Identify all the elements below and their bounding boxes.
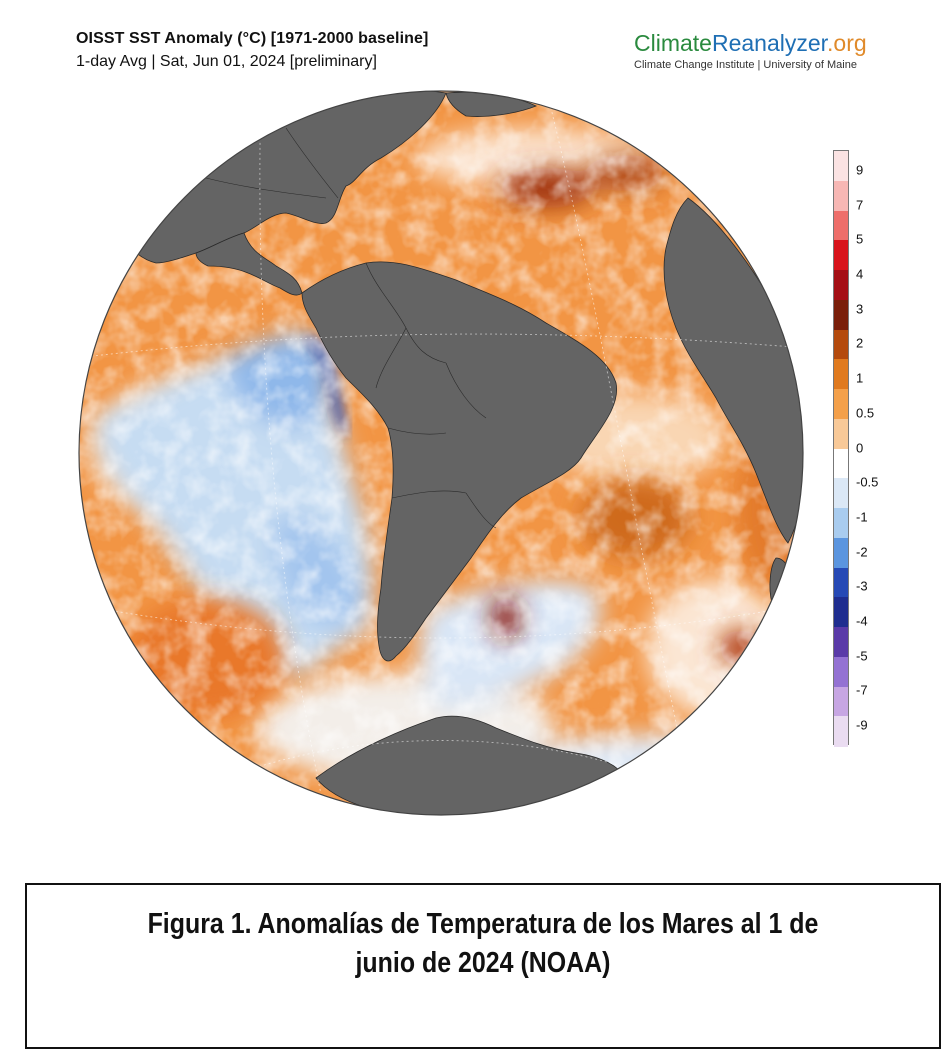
land-masses — [115, 91, 803, 815]
colorbar-segment — [834, 359, 848, 390]
colorbar-segment — [834, 478, 848, 509]
globe-outline — [78, 90, 804, 816]
colorbar-segment — [834, 418, 848, 449]
land-south-america — [301, 261, 618, 662]
colorbar-segment — [834, 567, 848, 598]
colorbar-segment — [834, 210, 848, 241]
colorbar-segment — [834, 299, 848, 330]
colorbar-tick-label: -5 — [856, 648, 868, 664]
land-madagascar — [769, 557, 792, 613]
colorbar-segment — [834, 329, 848, 360]
colorbar-tick-label: -0.5 — [856, 474, 879, 490]
country-borders — [205, 127, 497, 529]
map-title: OISST SST Anomaly (°C) [1971-2000 baseli… — [76, 30, 429, 47]
colorbar-segment — [834, 537, 848, 568]
colorbar-tick-label: -4 — [856, 613, 868, 629]
colorbar-segment — [834, 508, 848, 539]
land-antarctica — [315, 715, 627, 815]
colorbar-segment — [834, 389, 848, 420]
colorbar-segment — [834, 686, 848, 717]
colorbar-tick-labels: 9 7 5 4 3 2 1 0.5 0 -0.5 -1 -2 -3 -4 -5 -7 -9 — [856, 150, 896, 745]
colorbar-tick-label: 3 — [856, 301, 864, 317]
colorbar-segment — [834, 627, 848, 658]
colorbar-tick-label: -9 — [856, 717, 868, 733]
brand-logo-part-org: .org — [827, 30, 867, 56]
graticule — [79, 91, 803, 815]
colorbar-segment — [834, 151, 848, 182]
globe-map — [76, 88, 806, 818]
map-subtitle: 1-day Avg | Sat, Jun 01, 2024 [prelimina… — [76, 53, 377, 70]
figure-caption: Figura 1. Anomalías de Temperatura de lo… — [147, 908, 819, 979]
brand-tagline: Climate Change Institute | University of… — [634, 59, 857, 71]
colorbar-tick-label: 5 — [856, 231, 864, 247]
colorbar-tick-label: 2 — [856, 335, 864, 351]
colorbar-tick-label: 4 — [856, 266, 864, 282]
globe-svg — [78, 90, 804, 816]
colorbar-tick-label: -3 — [856, 578, 868, 594]
colorbar-segment — [834, 270, 848, 301]
colorbar-tick-label: 0 — [856, 440, 864, 455]
colorbar-tick-label: -7 — [856, 682, 868, 698]
colorbar-segment — [834, 240, 848, 271]
colorbar-segment — [834, 180, 848, 211]
colorbar-segment — [834, 716, 848, 747]
colorbar-tick-label: 7 — [856, 197, 864, 213]
brand-logo: ClimateReanalyzer.org — [634, 30, 894, 56]
colorbar-segment — [834, 597, 848, 628]
figure-caption-box: Figura 1. Anomalías de Temperatura de lo… — [25, 883, 941, 1049]
colorbar-tick-label: 9 — [856, 162, 864, 178]
colorbar-tick-label: -2 — [856, 544, 868, 560]
colorbar-segment — [834, 448, 848, 479]
colorbar-tick-label: 1 — [856, 370, 864, 386]
colorbar-tick-label: 0.5 — [856, 405, 875, 421]
brand-logo-part-reanalyzer: Reanalyzer — [711, 30, 828, 56]
colorbar-tick-label: -1 — [856, 509, 868, 525]
map-title-block: OISST SST Anomaly (°C) [1971-2000 baseli… — [76, 30, 428, 71]
land-central-america — [195, 232, 303, 296]
brand-logo-block: ClimateReanalyzer.org Climate Change Ins… — [634, 30, 894, 71]
colorbar-segment — [834, 656, 848, 687]
colorbar-legend — [833, 150, 849, 747]
brand-logo-part-climate: Climate — [634, 30, 712, 56]
